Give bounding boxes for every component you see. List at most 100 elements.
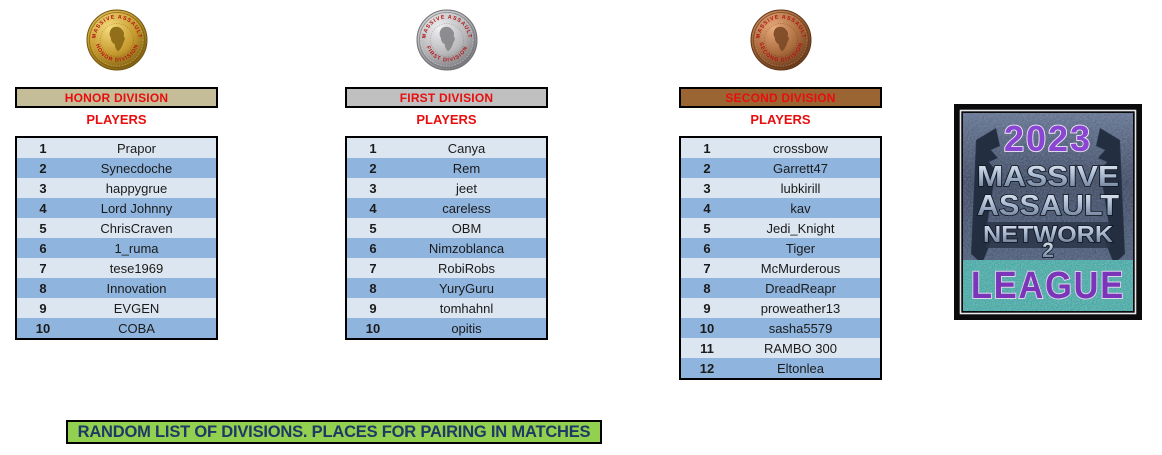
- player-name: DreadReapr: [765, 280, 836, 296]
- table-row: 6 Tiger: [681, 238, 880, 258]
- players-label: PLAYERS: [416, 112, 477, 127]
- player-name: Lord Johnny: [100, 200, 173, 216]
- player-name: lubkirill: [780, 180, 821, 196]
- division-header: FIRST DIVISION: [345, 87, 548, 108]
- table-row: 4 careless: [347, 198, 546, 218]
- division-name: SECOND DIVISION: [725, 90, 836, 105]
- player-rank: 3: [39, 180, 47, 196]
- table-row: 6 Nimzoblanca: [347, 238, 546, 258]
- table-row: 4 kav: [681, 198, 880, 218]
- table-row: 1 crossbow: [681, 138, 880, 158]
- players-table: 1 Canya 2 Rem 3 jeet 4 careless 5 OBM 6 …: [345, 136, 548, 340]
- player-rank: 2: [703, 160, 711, 176]
- player-rank: 5: [369, 220, 377, 236]
- player-name: jeet: [456, 180, 477, 196]
- table-row: 1 Canya: [347, 138, 546, 158]
- table-row: 12 Eltonlea: [681, 358, 880, 378]
- player-rank: 4: [369, 200, 377, 216]
- league-logo: 2023 MASSIVE ASSAULT NETWORK 2 LEAGUE: [954, 104, 1142, 320]
- player-name: YuryGuru: [439, 280, 494, 296]
- players-label: PLAYERS: [86, 112, 147, 127]
- table-row: 2 Synecdoche: [17, 158, 216, 178]
- player-name: Jedi_Knight: [766, 220, 835, 236]
- table-row: 6 1_ruma: [17, 238, 216, 258]
- medal-continent: [109, 26, 125, 52]
- player-rank: 7: [369, 260, 377, 276]
- logo-title-line3: NETWORK: [983, 221, 1113, 247]
- player-name: Rem: [452, 160, 481, 176]
- player-name: opitis: [451, 320, 482, 336]
- table-row: 11 RAMBO 300: [681, 338, 880, 358]
- logo-league-label: LEAGUE: [971, 265, 1125, 307]
- player-rank: 12: [699, 360, 715, 376]
- division-column-0: MASSIVE ASSAULT HONOR DIVISION HONOR DIV…: [15, 0, 218, 400]
- player-name: Tiger: [785, 240, 816, 256]
- medal-continent: [439, 26, 455, 52]
- player-rank: 5: [703, 220, 711, 236]
- player-name: Prapor: [116, 140, 157, 156]
- table-row: 4 Lord Johnny: [17, 198, 216, 218]
- division-column-1: MASSIVE ASSAULT FIRST DIVISION FIRST DIV…: [345, 0, 548, 400]
- player-rank: 4: [703, 200, 711, 216]
- player-name: COBA: [118, 320, 155, 336]
- player-rank: 10: [35, 320, 51, 336]
- player-rank: 9: [39, 300, 47, 316]
- player-name: ChrisCraven: [100, 220, 173, 236]
- league-logo-image: 2023 MASSIVE ASSAULT NETWORK 2 LEAGUE: [954, 104, 1142, 320]
- division-header: HONOR DIVISION: [15, 87, 218, 108]
- player-rank: 9: [703, 300, 711, 316]
- player-rank: 8: [703, 280, 711, 296]
- player-rank: 6: [703, 240, 711, 256]
- player-rank: 1: [369, 140, 377, 156]
- player-rank: 10: [365, 320, 381, 336]
- player-name: Canya: [447, 140, 486, 156]
- player-rank: 9: [369, 300, 377, 316]
- player-rank: 1: [703, 140, 711, 156]
- players-label: PLAYERS: [750, 112, 811, 127]
- table-row: 3 happygrue: [17, 178, 216, 198]
- table-row: 5 Jedi_Knight: [681, 218, 880, 238]
- player-name: tese1969: [109, 260, 164, 276]
- player-name: RobiRobs: [437, 260, 496, 276]
- player-rank: 2: [39, 160, 47, 176]
- player-name: Innovation: [106, 280, 167, 296]
- player-name: EVGEN: [113, 300, 160, 316]
- player-rank: 11: [700, 340, 714, 356]
- table-row: 8 Innovation: [17, 278, 216, 298]
- player-name: Eltonlea: [777, 360, 824, 376]
- table-row: 10 sasha5579: [681, 318, 880, 338]
- logo-year: 2023: [1004, 118, 1092, 159]
- table-row: 2 Rem: [347, 158, 546, 178]
- player-name: crossbow: [773, 140, 828, 156]
- table-row: 7 McMurderous: [681, 258, 880, 278]
- medal-gold-icon: MASSIVE ASSAULT HONOR DIVISION: [86, 9, 147, 71]
- player-rank: 4: [39, 200, 47, 216]
- player-rank: 1: [39, 140, 47, 156]
- division-name: HONOR DIVISION: [64, 90, 169, 105]
- footer-note-text: RANDOM LIST OF DIVISIONS. PLACES FOR PAI…: [77, 422, 591, 441]
- logo-title-line2: ASSAULT: [977, 190, 1119, 222]
- player-name: Synecdoche: [100, 160, 173, 176]
- player-rank: 6: [369, 240, 377, 256]
- player-name: OBM: [451, 220, 482, 236]
- player-rank: 10: [699, 320, 715, 336]
- player-rank: 7: [39, 260, 47, 276]
- player-rank: 8: [369, 280, 377, 296]
- table-row: 5 OBM: [347, 218, 546, 238]
- footer-note: RANDOM LIST OF DIVISIONS. PLACES FOR PAI…: [66, 420, 602, 444]
- table-row: 9 tomhahnl: [347, 298, 546, 318]
- table-row: 3 lubkirill: [681, 178, 880, 198]
- player-rank: 3: [369, 180, 377, 196]
- player-name: RAMBO 300: [764, 340, 837, 356]
- player-name: careless: [442, 200, 491, 216]
- table-row: 8 YuryGuru: [347, 278, 546, 298]
- medal-bronze-icon: MASSIVE ASSAULT SECOND DIVISION: [750, 9, 811, 71]
- table-row: 7 tese1969: [17, 258, 216, 278]
- player-name: 1_ruma: [114, 240, 159, 256]
- player-name: tomhahnl: [439, 300, 494, 316]
- player-rank: 5: [39, 220, 47, 236]
- players-table: 1 crossbow 2 Garrett47 3 lubkirill 4 kav…: [679, 136, 882, 380]
- table-row: 1 Prapor: [17, 138, 216, 158]
- division-column-2: MASSIVE ASSAULT SECOND DIVISION SECOND D…: [679, 0, 882, 400]
